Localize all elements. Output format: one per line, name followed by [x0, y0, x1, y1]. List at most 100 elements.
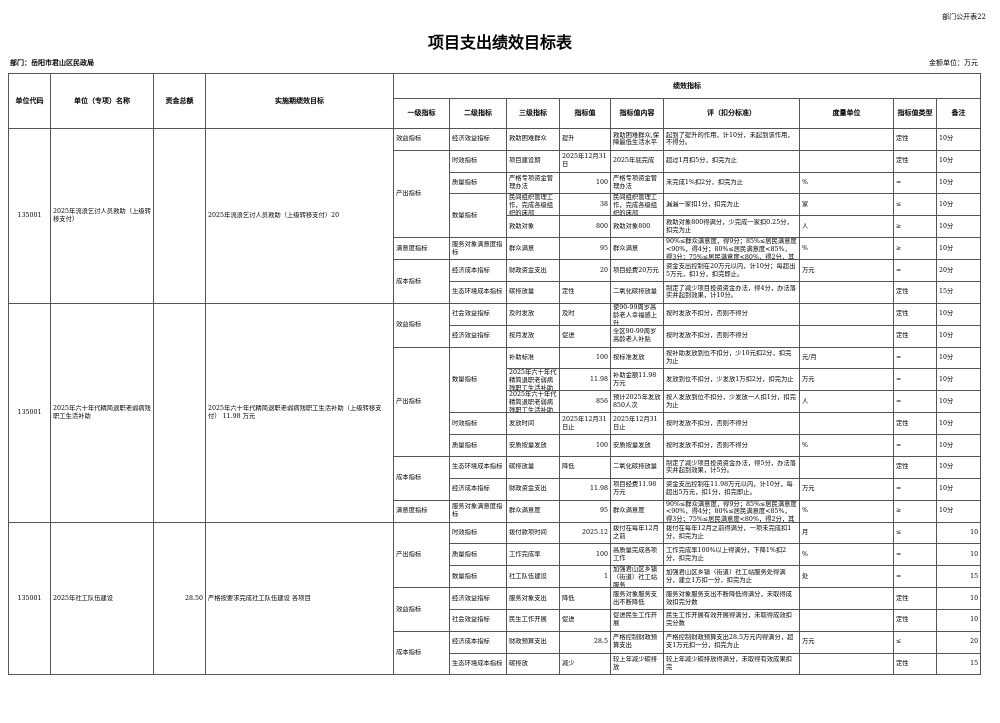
level2-indicator: 时效指标: [449, 521, 507, 545]
level1-indicator: 产出指标: [393, 346, 450, 457]
content: 群众满意: [610, 237, 664, 261]
level1-indicator: 效益指标: [393, 587, 450, 632]
note-text: 10: [970, 550, 979, 558]
level1-indicator: 产出指标: [393, 149, 450, 239]
level2-indicator-text: 质量指标: [452, 179, 478, 187]
content: 救助困难群众,保障最低生活水平: [610, 128, 664, 151]
project-name-text: 2025年社工队伍建设: [53, 594, 114, 602]
level2-indicator-text: 经济效益指标: [452, 332, 490, 340]
content: 救助对象800: [610, 215, 664, 239]
standard: 90%≤群众满意度，得9分；85%≤居民满意度<90%，得4分；80%≤居民满意…: [663, 499, 800, 523]
note: 10分: [935, 128, 982, 151]
unit: [799, 412, 894, 436]
level2-indicator: 经济效益指标: [449, 324, 507, 348]
content: 促进民生工作开展: [610, 608, 664, 632]
value: 减少: [559, 652, 611, 676]
standard: 较上年减少碳排放得满分，未取得有效成果扣完: [663, 652, 800, 676]
indicator-text: 服务对象支出: [509, 594, 547, 602]
standard: 按时发放不扣分，否则不得分: [663, 302, 800, 326]
standard: 救助对象800得满分，少完成一家扣0.25分，扣完为止: [663, 215, 800, 239]
indicator: 社工队伍建设: [506, 565, 560, 589]
unit-text: 万元: [802, 266, 815, 274]
header-cell: 实施期绩效目标: [205, 73, 394, 129]
standard: 发放到位不扣分，少发放1万扣2分，扣完为止: [663, 368, 800, 392]
level2-indicator-text: 时效指标: [452, 419, 478, 427]
content: 二氧化碳排放量: [610, 455, 664, 479]
fund-total-text: 28.50: [184, 594, 203, 602]
note-text: 10分: [939, 244, 954, 252]
indicator: 财政资金支出: [506, 477, 560, 501]
unit: 万元: [799, 259, 894, 282]
indicator: 服务对象支出: [506, 587, 560, 610]
indicator-text: 安质按量发放: [509, 441, 547, 449]
level1-indicator-text: 产出指标: [396, 397, 422, 405]
content: 高质量完成各项工作: [610, 543, 664, 567]
note-text: 10分: [939, 222, 954, 230]
value-text: 2025年12月31日: [562, 153, 607, 169]
type: =: [893, 390, 937, 414]
standard-text: 资金支出控制在20万元以内，计10分；每超出5万元，扣1分，扣完即止。: [666, 262, 796, 278]
content-text: 救助困难群众,保障最低生活水平: [613, 131, 660, 147]
level2-indicator: 服务对象满意度指标: [449, 499, 507, 523]
value-text: 856: [595, 397, 608, 405]
value: 100: [559, 171, 611, 195]
level2-indicator-text: 社会效益指标: [452, 616, 490, 624]
header-row: 单位代码 单位（专项）名称 资金总额 实施期绩效目标 绩效指标: [8, 73, 982, 129]
unit-code: 135001: [8, 128, 51, 304]
standard: 起到了提升的作用，计10分，未起到该作用，不得分。: [663, 128, 800, 151]
standard: 服务对象服务支出不断降低得满分，未取得成效扣完分数: [663, 587, 800, 610]
standard-text: 90%≤群众满意度，得9分；85%≤居民满意度<90%，得4分；80%≤居民满意…: [666, 500, 797, 522]
unit: [799, 324, 894, 348]
type: =: [893, 434, 937, 457]
note: 10分: [935, 149, 982, 173]
content: 按标准发放: [610, 346, 664, 370]
level2-indicator: 经济成本指标: [449, 630, 507, 654]
unit: [799, 587, 894, 610]
level2-indicator: 社会效益指标: [449, 608, 507, 632]
note-text: 10分: [939, 157, 954, 165]
indicator-text: 项目建设期: [509, 157, 541, 165]
type: ≤: [893, 521, 937, 545]
standard-text: 按时发放不扣分，否则不得分: [666, 310, 748, 318]
type-text: 定性: [896, 660, 909, 668]
standard-text: 起到了提升的作用，计10分，未起到该作用，不得分。: [666, 131, 794, 147]
type-text: 定性: [896, 135, 909, 143]
unit: 万元: [799, 368, 894, 392]
indicator-text: 及时发放: [509, 310, 535, 318]
content: 拨付在每年12月之前: [610, 521, 664, 545]
indicator: 民间组织管理工作，完成各级组织的床部: [506, 193, 560, 217]
standard: 超过1月扣5分，扣完为止: [663, 149, 800, 173]
page-number: 部门公开表22: [942, 13, 986, 21]
value-text: 100: [595, 179, 608, 187]
unit: %: [799, 237, 894, 261]
standard-text: 救助对象800得满分，少完成一家扣0.25分，扣完为止: [666, 218, 793, 234]
level2-indicator: 生态环境成本指标: [449, 280, 507, 304]
note: 10分: [935, 390, 982, 414]
value: 2025年12月31日止: [559, 412, 611, 436]
note: 10分: [935, 434, 982, 457]
standard: 按时发放不扣分，否则不得分: [663, 324, 800, 348]
indicator-text: 严格专项资金管理办法: [509, 175, 554, 190]
header-cell: 评（扣分标准）: [663, 98, 800, 129]
value-text: 95: [599, 507, 608, 515]
type: =: [893, 259, 937, 282]
value: 提升: [559, 128, 611, 151]
type-text: =: [896, 179, 902, 187]
content: 全区90-99周岁高龄老人补贴: [610, 324, 664, 348]
note-text: 10分: [939, 135, 954, 143]
content-text: 预计2025年发放850人次: [613, 394, 661, 409]
note-text: 10分: [939, 354, 954, 362]
level2-indicator-text: 经济成本指标: [452, 266, 490, 274]
data-row: 135001 2025年六十年代精简退职老弱病残职工生活补助 2025年六十年代精简…: [8, 302, 982, 523]
header-cell: 单位（专项）名称: [50, 73, 154, 129]
standard: 按人发放到位不扣分，少发放一人扣1分，扣完为止: [663, 390, 800, 414]
indicator-text: 2025年六十年代精简退职老弱病残职工生活补助人数: [509, 391, 557, 413]
value: 95: [559, 237, 611, 261]
value-text: 800: [595, 222, 608, 230]
unit-text: 万元: [802, 485, 815, 493]
content-text: 二氧化碳排放量: [613, 463, 658, 471]
note-text: 10: [970, 529, 979, 537]
note: 10: [935, 543, 982, 567]
indicator: 拨付款项时间: [506, 521, 560, 545]
